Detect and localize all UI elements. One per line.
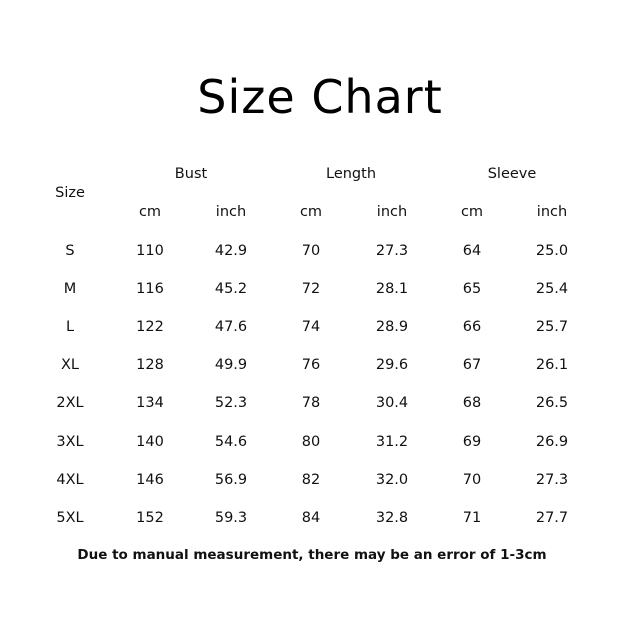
group-header: Sleeve — [487, 166, 537, 182]
table-cell: 30.4 — [375, 395, 409, 412]
group-header: Bust — [174, 166, 208, 182]
table-cell: 27.3 — [375, 243, 409, 259]
table-cell: 80 — [301, 433, 321, 450]
unit-header: cm — [138, 204, 162, 220]
unit-header: cm — [299, 204, 323, 220]
table-cell: 42.9 — [214, 243, 248, 259]
measurement-note: Due to manual measurement, there may be … — [77, 547, 547, 563]
size-label: 3XL — [56, 433, 84, 450]
table-cell: 70 — [462, 471, 482, 488]
table-cell: 65 — [462, 281, 482, 298]
size-label: XL — [60, 357, 80, 374]
table-cell: 110 — [136, 243, 164, 259]
table-cell: 140 — [136, 433, 164, 450]
table-cell: 27.7 — [535, 509, 569, 526]
table-cell: 26.9 — [535, 433, 569, 450]
table-cell: 116 — [136, 281, 164, 298]
size-label: 2XL — [56, 395, 84, 412]
unit-header: inch — [376, 204, 408, 220]
table-cell: 31.2 — [375, 433, 409, 450]
table-cell: 32.8 — [375, 509, 409, 526]
size-label: S — [65, 243, 75, 259]
table-cell: 25.0 — [535, 243, 569, 259]
table-cell: 26.5 — [535, 395, 569, 412]
table-cell: 76 — [301, 357, 321, 374]
table-cell: 128 — [136, 357, 164, 374]
table-cell: 49.9 — [214, 357, 248, 374]
table-cell: 134 — [136, 395, 164, 412]
table-cell: 28.9 — [375, 319, 409, 336]
table-cell: 152 — [136, 509, 164, 526]
table-cell: 25.7 — [535, 319, 569, 336]
size-label: M — [63, 281, 77, 298]
table-cell: 69 — [462, 433, 482, 450]
table-cell: 27.3 — [535, 471, 569, 488]
page-title: Size Chart — [197, 70, 443, 124]
size-header: Size — [55, 185, 85, 201]
table-cell: 25.4 — [535, 281, 569, 298]
size-label: 5XL — [56, 509, 84, 526]
table-cell: 70 — [301, 243, 321, 259]
table-cell: 54.6 — [214, 433, 248, 450]
unit-header: inch — [536, 204, 568, 220]
table-cell: 122 — [136, 319, 164, 336]
table-cell: 72 — [301, 281, 321, 298]
table-cell: 29.6 — [375, 357, 409, 374]
size-label: 4XL — [56, 471, 84, 488]
table-cell: 74 — [301, 319, 321, 336]
table-cell: 66 — [462, 319, 482, 336]
table-cell: 82 — [301, 471, 321, 488]
table-cell: 28.1 — [375, 281, 409, 298]
size-label: L — [65, 319, 75, 336]
table-cell: 146 — [136, 471, 164, 488]
table-cell: 32.0 — [375, 471, 409, 488]
table-cell: 52.3 — [214, 395, 248, 412]
table-cell: 68 — [462, 395, 482, 412]
table-cell: 56.9 — [214, 471, 248, 488]
table-cell: 26.1 — [535, 357, 569, 374]
table-cell: 84 — [301, 509, 321, 526]
table-cell: 78 — [301, 395, 321, 412]
table-cell: 47.6 — [214, 319, 248, 336]
table-cell: 64 — [462, 243, 482, 259]
table-cell: 59.3 — [214, 509, 248, 526]
table-cell: 67 — [462, 357, 482, 374]
table-cell: 71 — [462, 509, 482, 526]
unit-header: inch — [215, 204, 247, 220]
unit-header: cm — [460, 204, 484, 220]
group-header: Length — [325, 166, 377, 182]
table-cell: 45.2 — [214, 281, 248, 298]
